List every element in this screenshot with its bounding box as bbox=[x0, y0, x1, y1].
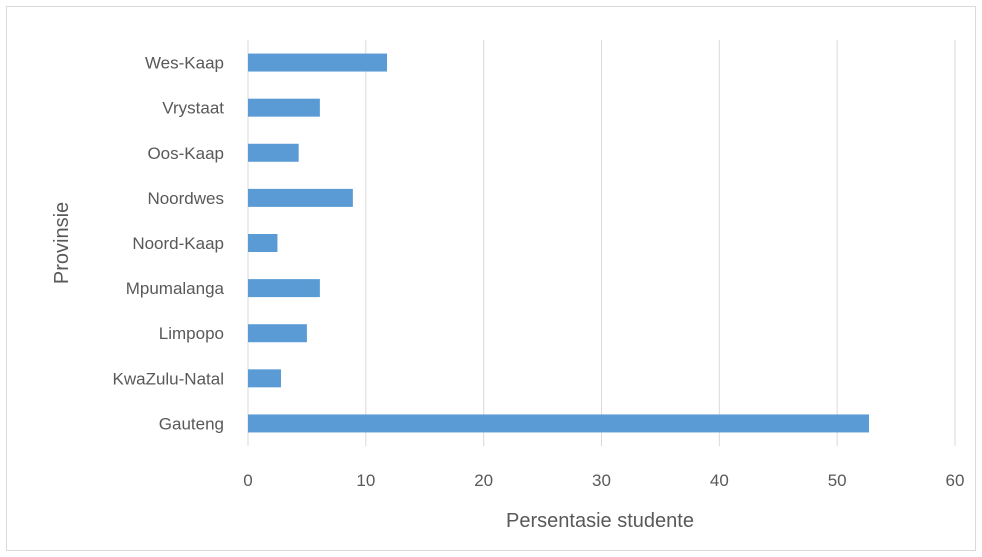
bar-noord-kaap bbox=[248, 234, 278, 252]
y-axis-title: Provinsie bbox=[51, 202, 73, 284]
x-tick-label: 10 bbox=[356, 471, 375, 490]
x-axis-title: Persentasie studente bbox=[506, 510, 694, 532]
chart-frame bbox=[6, 6, 976, 551]
x-tick-label: 60 bbox=[946, 471, 965, 490]
bar-mpumalanga bbox=[248, 279, 320, 298]
bar-limpopo bbox=[248, 324, 307, 343]
x-tick-label: 40 bbox=[710, 471, 729, 490]
bar-oos-kaap bbox=[248, 143, 299, 162]
y-category-labels: Gauteng KwaZulu-Natal Limpopo Mpumalanga Noo… bbox=[113, 54, 225, 434]
bar-wes-kaap bbox=[248, 53, 388, 72]
gridlines bbox=[247, 40, 956, 446]
y-category-label: Gauteng bbox=[159, 414, 224, 433]
y-category-label: Noordwes bbox=[147, 189, 224, 208]
x-tick-label: 20 bbox=[474, 471, 493, 490]
y-category-label: Vrystaat bbox=[162, 99, 224, 118]
x-tick-label: 0 bbox=[243, 471, 252, 490]
bar-gauteng bbox=[248, 414, 869, 433]
x-tick-label: 50 bbox=[828, 471, 847, 490]
bar-noordwes bbox=[248, 188, 353, 207]
x-tick-label: 30 bbox=[592, 471, 611, 490]
y-category-label: KwaZulu-Natal bbox=[113, 369, 225, 388]
bar-kwazulu-natal bbox=[248, 369, 281, 388]
x-tick-labels: 0 10 20 30 40 50 60 bbox=[243, 471, 964, 490]
bar-vrystaat bbox=[248, 98, 320, 117]
y-category-label: Oos-Kaap bbox=[147, 144, 224, 163]
y-category-label: Noord-Kaap bbox=[132, 234, 224, 253]
bars bbox=[248, 53, 869, 433]
y-category-label: Mpumalanga bbox=[126, 279, 225, 298]
y-category-label: Limpopo bbox=[159, 324, 224, 343]
y-category-label: Wes-Kaap bbox=[145, 54, 224, 73]
